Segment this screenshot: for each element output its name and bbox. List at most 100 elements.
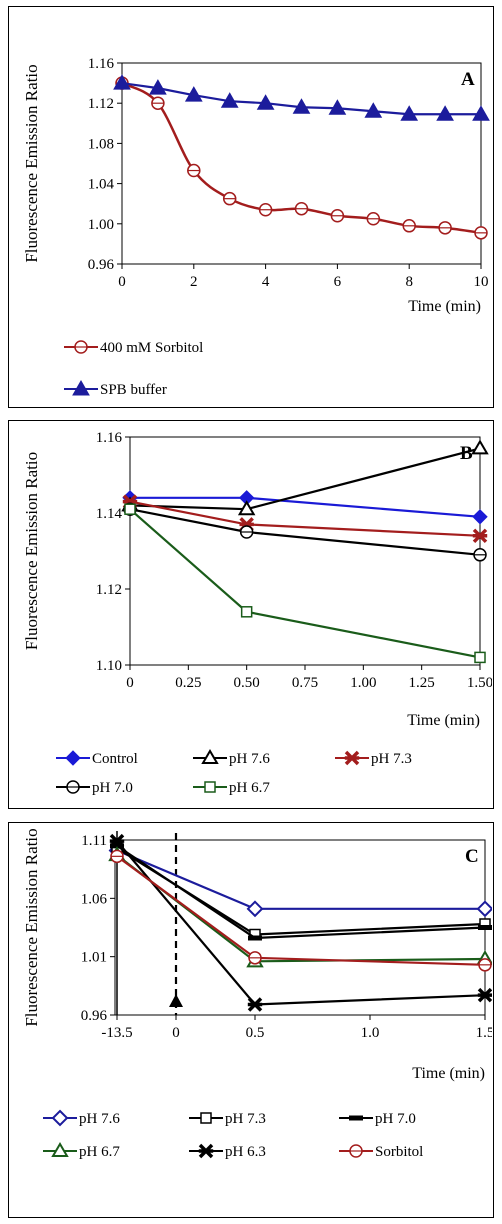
legend-label: pH 7.3 — [225, 1111, 266, 1127]
legend-label: 400 mM Sorbitol — [100, 340, 203, 356]
series-ph-6-7 — [124, 503, 486, 664]
y-tick-label: 1.08 — [88, 136, 114, 152]
data-point — [472, 509, 488, 525]
legend-label: SPB buffer — [100, 382, 167, 398]
data-point — [471, 439, 489, 455]
reference-triangle-marker — [169, 994, 183, 1007]
data-point — [436, 105, 454, 121]
legend-item: pH 7.0 — [339, 1111, 416, 1127]
data-point — [184, 86, 203, 102]
legend-marker — [201, 749, 219, 764]
x-tick-label: 0.50 — [234, 675, 260, 691]
y-axis-label: Fluorescence Emission Ratio — [22, 828, 41, 1026]
chart-a: 0.96 1.00 1.04 1.08 1.12 1.16 0 2 4 6 8 10 Time (min… — [22, 56, 490, 398]
y-tick-label: 1.04 — [88, 177, 115, 193]
legend-item: pH 6.7 — [193, 780, 270, 796]
legend-label: pH 7.6 — [79, 1111, 120, 1127]
legend-marker — [51, 1142, 69, 1157]
x-axis-label: Time (min) — [407, 712, 480, 729]
data-point — [328, 99, 347, 115]
legend-marker — [51, 1109, 69, 1127]
x-tick-label: 10 — [474, 274, 489, 290]
data-point — [110, 843, 124, 849]
legend-item: pH 6.3 — [189, 1143, 266, 1160]
legend-marker — [344, 750, 360, 766]
legend-marker — [72, 379, 90, 396]
series-line — [129, 447, 481, 511]
legend-item: Sorbitol — [339, 1144, 423, 1160]
data-point — [364, 102, 383, 118]
legend-item: Control — [56, 750, 138, 767]
plot-area — [121, 62, 482, 265]
legend-label: pH 7.0 — [375, 1111, 416, 1127]
data-point — [478, 925, 492, 930]
x-tick-label: 1.5 — [476, 1025, 492, 1041]
series-ph-6-3 — [109, 833, 493, 1012]
legend-label: pH 6.7 — [229, 780, 270, 796]
series-ph-7-0 — [110, 843, 492, 941]
series-line — [116, 840, 486, 1006]
y-tick-label: 1.12 — [88, 96, 114, 112]
x-tick-label: 0.75 — [292, 675, 318, 691]
y-tick-label: 1.16 — [96, 430, 123, 446]
data-point — [149, 79, 167, 95]
x-axis-label: Time (min) — [408, 298, 481, 315]
x-tick-label: 2 — [190, 274, 198, 290]
data-point — [477, 987, 493, 1003]
chart-c: 0.96 1.01 1.06 1.11 -13.5 0 0.5 1.0 1.5 Time (min… — [22, 828, 494, 1160]
y-tick-label: 0.96 — [88, 257, 115, 273]
panel-c: 0.96 1.01 1.06 1.11 -13.5 0 0.5 1.0 1.5 Time (min… — [8, 822, 494, 1218]
legend-label: pH 7.0 — [92, 780, 133, 796]
x-axis-label: Time (min) — [412, 1065, 485, 1082]
series-line — [116, 855, 486, 966]
legend-label: pH 7.3 — [371, 751, 412, 767]
y-tick-label: 1.14 — [96, 506, 123, 522]
y-tick-label: 1.11 — [81, 833, 107, 849]
data-point — [472, 528, 488, 544]
data-point — [472, 105, 490, 121]
legend-item: 400 mM Sorbitol — [64, 340, 203, 356]
legend-marker — [198, 1143, 214, 1159]
x-tick-label: 4 — [262, 274, 270, 290]
legend-label: Sorbitol — [375, 1144, 423, 1160]
x-tick-label: 0 — [126, 675, 134, 691]
y-tick-label: 1.16 — [88, 56, 115, 72]
legend-item: pH 7.6 — [193, 749, 270, 767]
legend-item: pH 7.3 — [189, 1111, 266, 1127]
panel-label: A — [461, 69, 475, 90]
x-tick-label: 0.25 — [175, 675, 201, 691]
legend-label: Control — [92, 751, 138, 767]
legend-label: pH 6.7 — [79, 1144, 120, 1160]
panel-b: 1.10 1.12 1.14 1.16 0 0.25 0.50 0.75 1.00 1.25 1.5… — [8, 420, 494, 809]
x-tick-label: 1.00 — [350, 675, 376, 691]
data-point — [109, 833, 125, 849]
panel-label: C — [465, 846, 479, 867]
series-line — [129, 508, 481, 556]
x-tick-label: 1.50 — [467, 675, 492, 691]
series-line — [116, 847, 486, 936]
x-tick-label: 8 — [405, 274, 413, 290]
data-point — [113, 74, 131, 90]
legend-item: SPB buffer — [64, 379, 167, 398]
legend-marker — [349, 1115, 363, 1121]
chart-b: 1.10 1.12 1.14 1.16 0 0.25 0.50 0.75 1.00 1.25 1.5… — [22, 430, 493, 796]
series-sorbitol — [110, 849, 492, 972]
series-line — [129, 508, 481, 659]
legend-item: pH 7.6 — [43, 1109, 120, 1127]
y-axis-label: Fluorescence Emission Ratio — [22, 452, 41, 650]
data-point — [124, 503, 136, 515]
x-tick-label: 0 — [118, 274, 126, 290]
panel-a: 0.96 1.00 1.04 1.08 1.12 1.16 0 2 4 6 8 10 Time (min… — [8, 6, 494, 408]
data-point — [247, 997, 263, 1012]
data-point — [474, 651, 486, 664]
legend-label: pH 7.6 — [229, 751, 270, 767]
legend-marker — [200, 1112, 212, 1124]
legend-item: pH 6.7 — [43, 1142, 120, 1160]
series-ph-6-7 — [108, 846, 494, 968]
x-tick-label: 0 — [172, 1025, 180, 1041]
y-axis-label: Fluorescence Emission Ratio — [22, 64, 41, 262]
y-tick-label: 0.96 — [81, 1008, 108, 1024]
panel-label: B — [460, 443, 473, 464]
series-line — [116, 849, 485, 910]
x-tick-label: 0.5 — [246, 1025, 265, 1041]
